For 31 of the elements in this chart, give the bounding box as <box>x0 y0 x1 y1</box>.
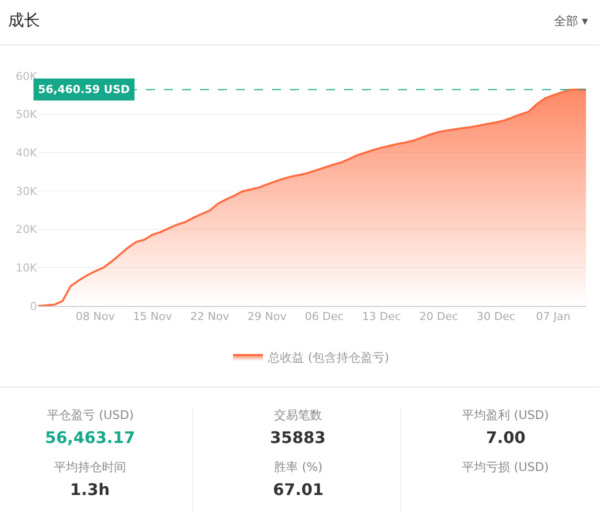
chart-title: 成长 <box>8 10 40 30</box>
x-tick-label: 07 Jan <box>536 310 571 324</box>
y-tick-label: 20K <box>16 223 38 236</box>
text: 平仓盈亏 (USD) <box>47 408 134 422</box>
text: 67.01 <box>273 480 324 499</box>
legend-label: 总收益 (包含持仓盈亏) <box>267 350 390 365</box>
text: 1.3h <box>70 480 110 499</box>
x-tick-label: 15 Nov <box>133 310 172 324</box>
text: 56,463.17 <box>45 428 136 447</box>
y-tick-label: 50K <box>16 108 38 122</box>
x-tick-label: 06 Dec <box>304 310 344 324</box>
text: 平均亏损 (USD) <box>462 460 549 474</box>
x-tick-label: 08 Nov <box>76 310 116 324</box>
text: 7.00 <box>486 428 526 447</box>
x-tick-label: 22 Nov <box>190 310 230 324</box>
x-tick-label: 13 Dec <box>362 310 401 324</box>
text: 胜率 (%) <box>274 460 323 474</box>
text: 平均持仓时间 <box>54 460 126 474</box>
text: 35883 <box>270 428 326 447</box>
y-tick-label: 40K <box>16 146 38 160</box>
x-tick-label: 20 Dec <box>419 310 458 324</box>
text: 全部 ▾ <box>554 14 588 28</box>
x-tick-label: 29 Nov <box>248 310 287 324</box>
y-tick-label: 0 <box>30 300 37 313</box>
ref-line-label: 56,460.59 USD <box>38 83 130 96</box>
text: 交易笔数 <box>274 408 322 422</box>
y-tick-label: 30K <box>16 184 38 198</box>
x-tick-label: 30 Dec <box>476 310 516 324</box>
y-tick-label: 60K <box>16 70 38 83</box>
y-tick-label: 10K <box>16 262 38 275</box>
text: 平均盈利 (USD) <box>462 408 549 422</box>
